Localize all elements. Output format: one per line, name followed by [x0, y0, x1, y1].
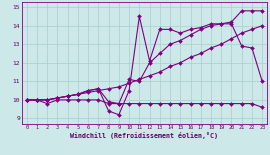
X-axis label: Windchill (Refroidissement éolien,°C): Windchill (Refroidissement éolien,°C) — [70, 132, 218, 139]
